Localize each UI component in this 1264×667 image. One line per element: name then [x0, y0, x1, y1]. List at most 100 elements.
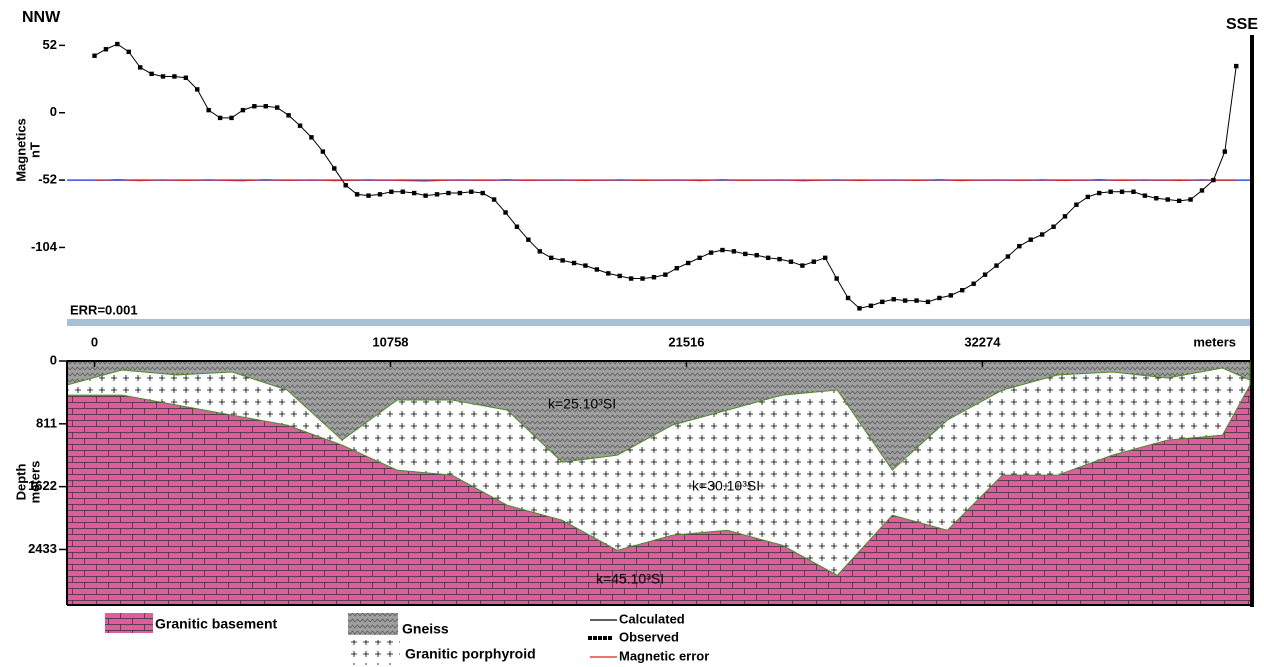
data-point	[811, 259, 817, 264]
layer	[66, 360, 1251, 471]
y-tick-label: 1622	[28, 478, 57, 493]
data-point	[1165, 197, 1170, 202]
legend-marker	[598, 636, 602, 640]
data-point	[754, 253, 759, 258]
data-point	[788, 259, 794, 264]
data-point	[514, 224, 520, 229]
legend-label: Magnetic error	[619, 648, 709, 663]
data-point	[880, 299, 885, 305]
data-point	[1039, 232, 1045, 237]
data-point	[309, 135, 314, 140]
data-point	[914, 298, 919, 303]
data-point	[457, 190, 463, 196]
x-axis-title: meters	[1193, 334, 1236, 349]
y-axis-title: nT	[27, 142, 42, 158]
data-point	[1142, 193, 1148, 198]
data-point	[674, 265, 679, 271]
data-point	[137, 65, 143, 70]
data-point	[537, 249, 542, 254]
y-tick-label: -52	[38, 172, 57, 187]
layer-label: k=30.10³SI	[692, 478, 760, 494]
data-point	[320, 149, 326, 154]
data-point	[491, 197, 497, 202]
data-point	[1028, 237, 1033, 242]
data-point	[697, 255, 702, 261]
direction-label: NNW	[22, 9, 61, 26]
y-tick-label: 2433	[28, 541, 57, 556]
data-point	[240, 107, 246, 113]
data-point	[274, 105, 280, 110]
data-point	[526, 237, 531, 242]
y-tick-label: 0	[50, 352, 57, 367]
legend-label: Calculated	[619, 611, 685, 626]
x-tick-label: 32274	[964, 334, 1001, 349]
data-point	[925, 299, 931, 305]
data-point	[845, 295, 851, 301]
data-point	[823, 255, 828, 261]
data-point	[549, 255, 554, 261]
data-point	[217, 115, 223, 121]
data-point	[149, 71, 154, 77]
data-point	[469, 189, 474, 194]
data-point	[571, 260, 577, 266]
data-point	[1017, 243, 1022, 249]
legend-label: Granitic basement	[155, 616, 277, 632]
legend-marker	[603, 636, 607, 640]
data-point	[731, 249, 737, 254]
data-point	[800, 263, 805, 268]
data-point	[720, 247, 725, 253]
data-point	[902, 298, 908, 303]
data-point	[891, 297, 896, 302]
data-point	[560, 258, 565, 263]
data-point	[377, 192, 383, 197]
data-point	[606, 271, 611, 276]
data-point	[183, 75, 189, 80]
data-point	[743, 251, 748, 257]
data-point	[583, 263, 588, 268]
data-point	[1097, 190, 1102, 196]
y-tick-label: 52	[43, 37, 57, 52]
data-point	[594, 267, 600, 272]
legend-swatch	[105, 613, 153, 633]
x-tick-label: 21516	[668, 334, 704, 349]
data-point	[857, 306, 862, 311]
layer-label: k=45.10³SI	[596, 571, 664, 587]
data-point	[1199, 188, 1205, 193]
legend-marker	[593, 636, 597, 640]
data-point	[971, 281, 976, 286]
legend-label: Granitic porphyroid	[405, 646, 536, 662]
data-point	[994, 263, 999, 268]
data-point	[1131, 189, 1136, 194]
data-point	[332, 166, 337, 171]
data-point	[937, 295, 942, 301]
y-tick-label: 0	[50, 104, 57, 119]
x-tick-label: 10758	[372, 334, 408, 349]
data-point	[172, 74, 177, 79]
data-point	[1119, 189, 1125, 194]
legend-swatch	[348, 613, 398, 635]
legend-label: Observed	[619, 629, 679, 644]
data-point	[503, 210, 508, 215]
data-point	[777, 256, 782, 262]
legend-swatch	[345, 640, 400, 665]
data-point	[686, 260, 691, 266]
data-point	[982, 272, 988, 277]
legend-marker	[588, 636, 592, 640]
data-point	[446, 190, 451, 196]
data-point	[960, 288, 965, 293]
data-point	[400, 189, 405, 194]
data-point	[263, 104, 268, 109]
data-point	[1108, 189, 1113, 194]
panel-separator	[67, 319, 1252, 326]
data-point	[1222, 149, 1228, 154]
series-line	[94, 178, 1237, 182]
legend-label: Gneiss	[402, 621, 449, 637]
data-point	[434, 192, 440, 197]
data-point	[1085, 194, 1091, 200]
y-axis-title: meters	[27, 461, 42, 504]
data-point	[663, 272, 668, 277]
data-point	[651, 275, 657, 280]
data-point	[229, 115, 234, 121]
data-point	[708, 250, 714, 255]
